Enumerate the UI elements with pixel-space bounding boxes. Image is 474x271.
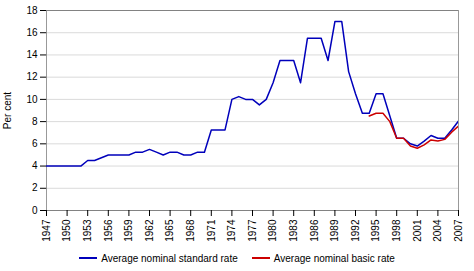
svg-text:1950: 1950 xyxy=(61,219,72,242)
svg-text:1980: 1980 xyxy=(267,219,278,242)
svg-text:1968: 1968 xyxy=(185,219,196,242)
svg-text:8: 8 xyxy=(32,116,38,127)
svg-text:10: 10 xyxy=(26,94,38,105)
svg-text:1947: 1947 xyxy=(41,219,52,242)
svg-text:1983: 1983 xyxy=(288,219,299,242)
svg-text:0: 0 xyxy=(32,205,38,216)
svg-text:18: 18 xyxy=(26,5,38,16)
svg-text:1977: 1977 xyxy=(247,219,258,242)
svg-text:1986: 1986 xyxy=(309,219,320,242)
svg-text:12: 12 xyxy=(26,71,38,82)
svg-text:1953: 1953 xyxy=(82,219,93,242)
svg-text:14: 14 xyxy=(26,49,38,60)
svg-text:1956: 1956 xyxy=(103,219,114,242)
svg-text:4: 4 xyxy=(32,160,38,171)
html-text:Average nominal standard rate: Average nominal standard rate xyxy=(101,252,238,264)
svg-text:16: 16 xyxy=(26,27,38,38)
svg-text:Per cent: Per cent xyxy=(2,92,13,129)
svg-text:1992: 1992 xyxy=(350,219,361,242)
svg-text:1989: 1989 xyxy=(329,219,340,242)
svg-text:1962: 1962 xyxy=(144,219,155,242)
svg-text:1965: 1965 xyxy=(164,219,175,242)
svg-text:2004: 2004 xyxy=(432,219,443,242)
svg-text:1995: 1995 xyxy=(370,219,381,242)
svg-text:1971: 1971 xyxy=(206,219,217,242)
svg-text:1974: 1974 xyxy=(226,219,237,242)
svg-text:2007: 2007 xyxy=(453,219,464,242)
svg-text:2: 2 xyxy=(32,182,38,193)
svg-text:1998: 1998 xyxy=(391,219,402,242)
svg-text:2001: 2001 xyxy=(412,219,423,242)
html-text:Average nominal basic rate: Average nominal basic rate xyxy=(273,252,395,264)
svg-text:6: 6 xyxy=(32,138,38,149)
svg-text:1959: 1959 xyxy=(123,219,134,242)
